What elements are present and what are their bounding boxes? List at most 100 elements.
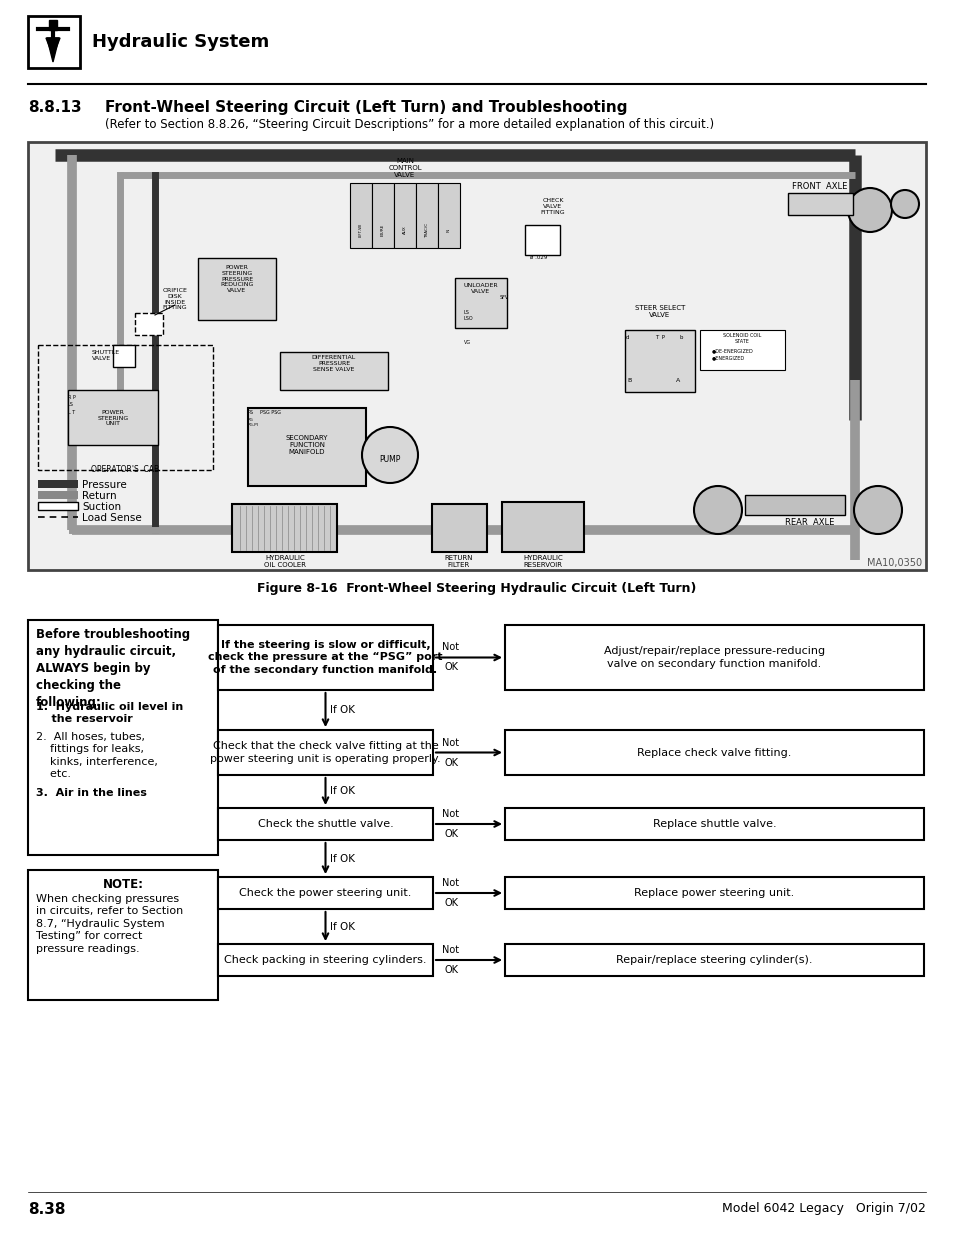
Text: 8.38: 8.38: [28, 1202, 66, 1216]
Text: Hydraulic System: Hydraulic System: [91, 33, 269, 51]
Text: Adjust/repair/replace pressure-reducing
valve on secondary function manifold.: Adjust/repair/replace pressure-reducing …: [603, 646, 824, 668]
Text: MAIN
CONTROL
VALVE: MAIN CONTROL VALVE: [388, 158, 421, 178]
Bar: [38, 345, 213, 471]
Bar: [437, 183, 459, 248]
Text: UNLOADER
VALVE: UNLOADER VALVE: [463, 283, 497, 294]
Text: ø .029: ø .029: [530, 254, 547, 261]
Polygon shape: [47, 38, 59, 62]
Text: b: b: [679, 335, 682, 340]
Text: SECONDARY
FUNCTION
MANIFOLD: SECONDARY FUNCTION MANIFOLD: [286, 435, 328, 454]
Text: Not: Not: [441, 642, 458, 652]
Text: EX/RE: EX/RE: [380, 224, 385, 236]
Bar: [28, 869, 218, 1000]
Text: Return: Return: [82, 492, 116, 501]
Text: Check packing in steering cylinders.: Check packing in steering cylinders.: [224, 955, 426, 965]
Text: 3.  Air in the lines: 3. Air in the lines: [36, 788, 147, 798]
Text: Repair/replace steering cylinder(s).: Repair/replace steering cylinder(s).: [616, 955, 812, 965]
Bar: [280, 352, 388, 390]
Bar: [218, 808, 433, 840]
Bar: [198, 258, 275, 320]
Text: LIFT-WI: LIFT-WI: [358, 222, 363, 237]
Bar: [504, 730, 923, 776]
Bar: [28, 142, 925, 571]
Text: OPERATOR'S  CAB: OPERATOR'S CAB: [91, 466, 159, 474]
Text: Suction: Suction: [82, 501, 121, 513]
Bar: [28, 16, 80, 68]
Bar: [38, 501, 78, 510]
Circle shape: [853, 487, 901, 534]
Text: SHUTTLE
VALVE: SHUTTLE VALVE: [91, 350, 120, 361]
Bar: [504, 625, 923, 690]
Bar: [248, 408, 366, 487]
Text: Not: Not: [441, 737, 458, 747]
Text: If OK: If OK: [330, 787, 355, 797]
Bar: [135, 312, 163, 335]
Text: PUMP: PUMP: [379, 456, 400, 464]
Text: HYDRAULIC
RESERVOIR: HYDRAULIC RESERVOIR: [522, 555, 562, 568]
Text: 8.8.13: 8.8.13: [28, 100, 82, 115]
Bar: [394, 183, 416, 248]
Bar: [504, 877, 923, 909]
Text: If OK: If OK: [330, 853, 355, 863]
Text: Not: Not: [441, 878, 458, 888]
Text: R P: R P: [68, 395, 75, 400]
Text: OK: OK: [444, 965, 458, 974]
Text: (Refer to Section 8.8.26, “Steering Circuit Descriptions” for a more detailed ex: (Refer to Section 8.8.26, “Steering Circ…: [105, 119, 714, 131]
Text: AUX: AUX: [402, 226, 407, 235]
Bar: [112, 345, 135, 367]
Text: REAR  AXLE: REAR AXLE: [784, 517, 834, 527]
Bar: [232, 504, 336, 552]
Text: SFV: SFV: [499, 295, 509, 300]
Text: Model 6042 Legacy   Origin 7/02: Model 6042 Legacy Origin 7/02: [721, 1202, 925, 1215]
Text: Replace check valve fitting.: Replace check valve fitting.: [637, 747, 791, 757]
Bar: [455, 278, 506, 329]
Bar: [218, 730, 433, 776]
Text: NOTE:: NOTE:: [102, 878, 143, 890]
Text: PG
PG-PI: PG PG-PI: [248, 417, 258, 426]
Text: ORIFICE
DISK
INSIDE
FITTING: ORIFICE DISK INSIDE FITTING: [162, 288, 187, 310]
Bar: [218, 877, 433, 909]
Bar: [218, 944, 433, 976]
Bar: [744, 495, 844, 515]
Bar: [504, 944, 923, 976]
Text: POWER
STEERING
PRESSURE
REDUCING
VALVE: POWER STEERING PRESSURE REDUCING VALVE: [220, 266, 253, 293]
Text: Check the shuttle valve.: Check the shuttle valve.: [257, 819, 393, 829]
Bar: [28, 620, 218, 855]
Text: Load Sense: Load Sense: [82, 513, 142, 522]
Text: Front-Wheel Steering Circuit (Left Turn) and Troubleshooting: Front-Wheel Steering Circuit (Left Turn)…: [105, 100, 627, 115]
Text: CHECK
VALVE
FITTING: CHECK VALVE FITTING: [540, 199, 565, 215]
Text: Check the power steering unit.: Check the power steering unit.: [239, 888, 412, 898]
Text: If OK: If OK: [330, 705, 355, 715]
Bar: [432, 504, 486, 552]
Text: RETURN
FILTER: RETURN FILTER: [444, 555, 473, 568]
Text: LS
LSO: LS LSO: [463, 310, 473, 321]
Text: FRONT  AXLE: FRONT AXLE: [792, 182, 847, 191]
Text: POWER
STEERING
UNIT: POWER STEERING UNIT: [97, 410, 129, 426]
Circle shape: [890, 190, 918, 219]
Circle shape: [361, 427, 417, 483]
Text: Check that the check valve fitting at the
power steering unit is operating prope: Check that the check valve fitting at th…: [210, 741, 440, 763]
Circle shape: [693, 487, 741, 534]
Text: Before troubleshooting
any hydraulic circuit,
ALWAYS begin by
checking the
follo: Before troubleshooting any hydraulic cir…: [36, 629, 190, 709]
Bar: [38, 480, 78, 488]
Text: ●ENERGIZED: ●ENERGIZED: [711, 354, 744, 359]
Bar: [218, 625, 433, 690]
Text: LS: LS: [68, 403, 73, 408]
Bar: [49, 20, 57, 30]
Text: B: B: [626, 378, 631, 383]
Text: If the steering is slow or difficult,
check the pressure at the “PSG” port
of th: If the steering is slow or difficult, ch…: [208, 640, 442, 674]
Text: MA10,0350: MA10,0350: [866, 558, 921, 568]
Text: 1.  Hydraulic oil level in
    the reservoir: 1. Hydraulic oil level in the reservoir: [36, 701, 183, 725]
Text: OK: OK: [444, 662, 458, 673]
Polygon shape: [46, 38, 60, 56]
Bar: [68, 390, 158, 445]
Text: TRAC/C: TRAC/C: [424, 222, 429, 237]
Text: Figure 8-16  Front-Wheel Steering Hydraulic Circuit (Left Turn): Figure 8-16 Front-Wheel Steering Hydraul…: [257, 582, 696, 595]
Text: HYDRAULIC
OIL COOLER: HYDRAULIC OIL COOLER: [264, 555, 306, 568]
Bar: [624, 330, 695, 391]
Bar: [504, 808, 923, 840]
Text: SOLENOID COIL
STATE: SOLENOID COIL STATE: [722, 333, 760, 343]
Bar: [350, 183, 372, 248]
Text: Pressure: Pressure: [82, 480, 127, 490]
Text: If OK: If OK: [330, 921, 355, 931]
